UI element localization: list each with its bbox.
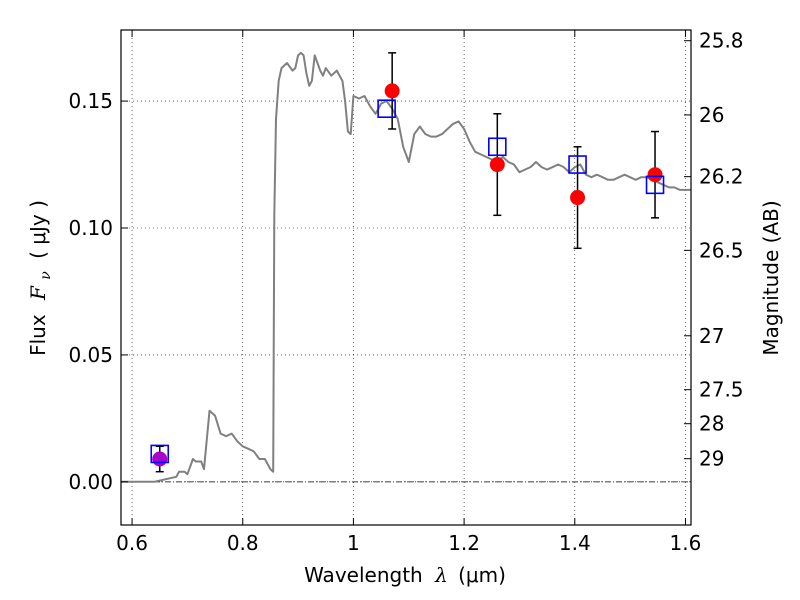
x-axis-title-prefix: Wavelength	[304, 563, 423, 587]
right-axis-title: Magnitude (AB)	[759, 200, 783, 355]
right-tick-label: 27	[699, 324, 724, 348]
blue-band-point	[152, 451, 168, 467]
model-spectrum-line	[121, 51, 691, 483]
y-tick-label: 0.05	[68, 343, 113, 367]
x-axis-title: Wavelength λ (μm)	[304, 563, 506, 587]
x-tick-label: 1.4	[559, 531, 591, 555]
right-tick-label: 26.2	[699, 165, 744, 189]
x-axis-title-symbol: λ	[434, 563, 448, 587]
model-photometry-marker	[377, 99, 396, 118]
plot-data	[121, 51, 691, 483]
y-axis-title: Flux F ν ( μJy )	[26, 200, 55, 356]
axis-ticks: 0.6 0.8 1 1.2 1.4 1.6 0.00 0.05 0.10 0.15 25.8 26 26…	[68, 29, 743, 555]
right-tick-label: 26	[699, 103, 724, 127]
y-tick-label: 0.10	[68, 216, 113, 240]
model-photometry-marker	[488, 137, 507, 157]
y-tick-label: 0.15	[68, 89, 113, 113]
right-tick-label: 25.8	[699, 29, 744, 53]
y-axis-title-subscript: ν	[38, 271, 54, 280]
y-tick-label: 0.00	[68, 470, 113, 494]
observed-point	[384, 83, 400, 99]
x-tick-label: 1.2	[448, 531, 480, 555]
x-axis-title-units: (μm)	[458, 563, 506, 587]
right-tick-label: 26.5	[699, 238, 744, 262]
x-tick-label: 1.6	[670, 531, 702, 555]
model-photometry-marker	[645, 175, 665, 195]
right-tick-label: 27.5	[699, 378, 744, 402]
right-tick-label: 28	[699, 412, 724, 436]
observed-point	[570, 190, 586, 206]
observed-point	[647, 167, 663, 183]
grid-lines	[121, 30, 691, 525]
observed-point	[489, 157, 505, 173]
plot-frame	[120, 29, 692, 526]
x-tick-label: 0.6	[116, 531, 148, 555]
x-tick-label: 0.8	[227, 531, 259, 555]
model-photometry-marker	[568, 155, 587, 174]
y-axis-title-units: ( μJy )	[26, 200, 50, 259]
right-tick-label: 29	[699, 447, 724, 471]
y-axis-title-prefix: Flux	[26, 314, 50, 356]
x-tick-label: 1	[347, 531, 360, 555]
model-photometry-marker	[150, 444, 170, 464]
y-axis-title-symbol: F	[26, 285, 50, 301]
